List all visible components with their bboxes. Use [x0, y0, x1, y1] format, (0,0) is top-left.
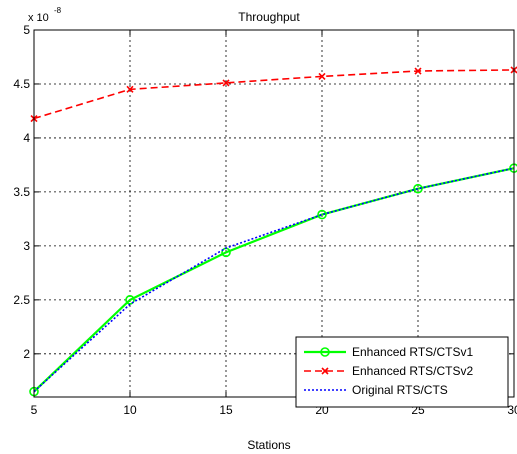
y-tick-label: 4	[23, 131, 30, 145]
y-tick-label: 4.5	[13, 77, 30, 91]
legend-label-enhanced-rts-ctsv2: Enhanced RTS/CTSv2	[352, 364, 473, 378]
legend-box	[295, 336, 509, 408]
axis-ticks: 5101520253022.533.544.55	[13, 23, 517, 417]
series-line-original-rts-cts	[33, 167, 515, 393]
data-point-enhanced-rts-ctsv2	[318, 72, 326, 80]
chart-title: Throughput	[238, 10, 300, 24]
data-point-enhanced-rts-ctsv2	[414, 67, 422, 75]
y-tick-label: 3	[23, 239, 30, 253]
legend: Enhanced RTS/CTSv1 Enhanced RTS/CTSv2 Orig…	[295, 336, 509, 408]
y-tick-label: 3.5	[13, 185, 30, 199]
y-tick-label: 2.5	[13, 293, 30, 307]
x-tick-label: 10	[123, 403, 137, 417]
data-point-enhanced-rts-ctsv2	[222, 79, 230, 87]
legend-label-enhanced-rts-ctsv1: Enhanced RTS/CTSv1	[352, 345, 473, 359]
x-axis-label: Stations	[247, 438, 290, 452]
legend-marker-enhanced-rts-ctsv2	[321, 367, 329, 375]
series-line-enhanced-rts-ctsv1	[33, 167, 515, 393]
x-tick-label: 30	[507, 403, 517, 417]
legend-marker-enhanced-rts-ctsv1	[320, 347, 330, 357]
data-point-enhanced-rts-ctsv1	[317, 209, 327, 220]
y-multiplier-exponent: -8	[54, 6, 62, 15]
data-point-enhanced-rts-ctsv2-stroke-b	[126, 85, 134, 93]
x-tick-label: 5	[31, 403, 38, 417]
plot-area	[34, 30, 514, 397]
grid-lines	[34, 30, 514, 397]
data-point-enhanced-rts-ctsv2	[126, 85, 134, 93]
data-point-enhanced-rts-ctsv1	[413, 183, 423, 194]
series-line-enhanced-rts-ctsv2	[33, 69, 515, 120]
data-point-enhanced-rts-ctsv2-stroke-b	[222, 79, 230, 87]
y-tick-label: 5	[23, 23, 30, 37]
y-multiplier-base: x 10	[28, 12, 49, 24]
legend-label-original-rts-cts: Original RTS/CTS	[352, 383, 448, 397]
data-point-enhanced-rts-ctsv1	[125, 295, 135, 305]
data-point-enhanced-rts-ctsv2-stroke-b	[318, 72, 326, 80]
y-tick-label: 2	[23, 347, 30, 361]
legend-marker-enhanced-rts-ctsv2-stroke-b	[321, 367, 329, 375]
data-point-enhanced-rts-ctsv2-stroke-b	[414, 67, 422, 75]
x-tick-label: 15	[219, 403, 233, 417]
plot-frame	[33, 29, 515, 398]
